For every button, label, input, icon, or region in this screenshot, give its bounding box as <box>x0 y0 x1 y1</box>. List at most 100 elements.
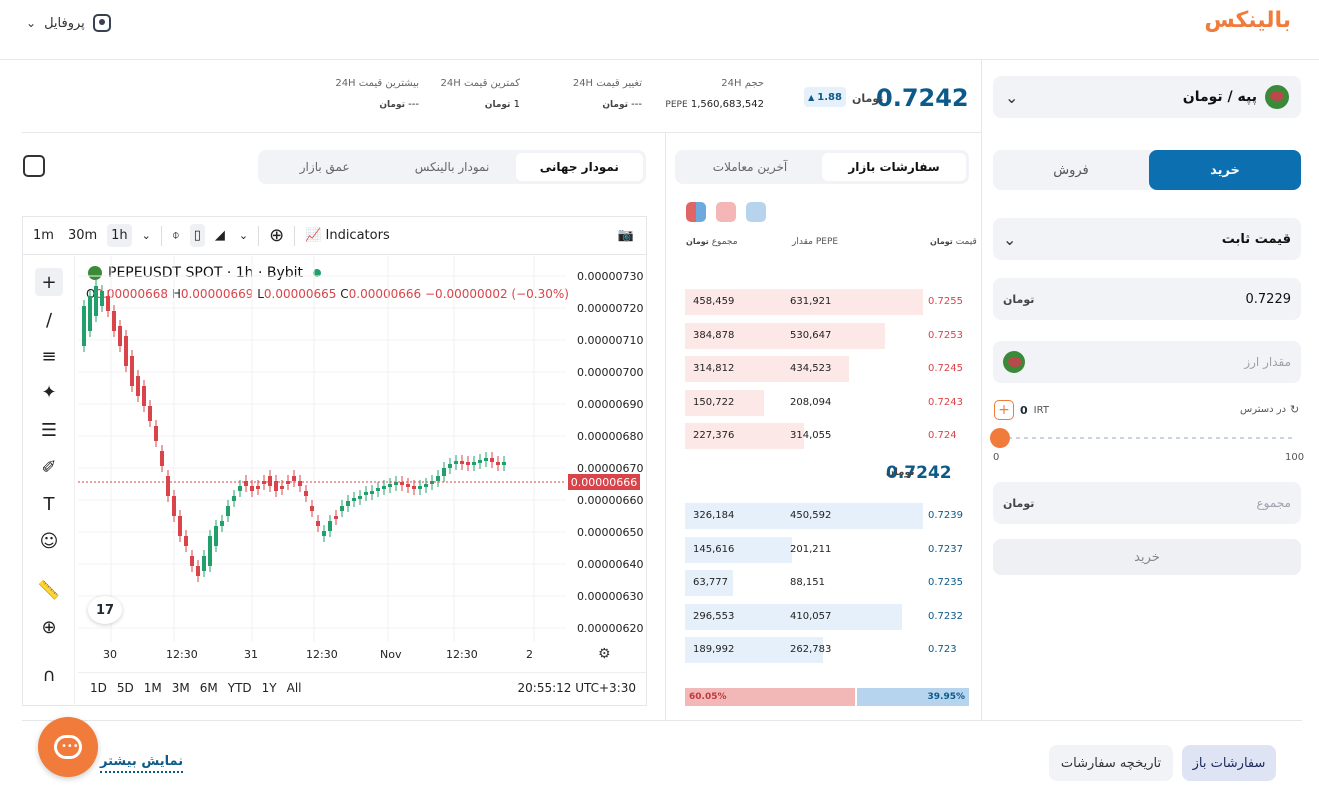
candle-body <box>292 476 296 481</box>
balinex-logo[interactable]: بالینکس <box>1204 8 1291 33</box>
fib-icon[interactable]: ☰ <box>40 419 58 441</box>
candles-style-icon[interactable]: ▯ <box>189 224 205 247</box>
candle-body <box>172 496 176 516</box>
ask-price: 0.7243 <box>928 396 963 408</box>
amount-slider-track[interactable] <box>1000 437 1294 439</box>
candle-body <box>100 291 104 306</box>
ask-total: 314,812 <box>693 363 735 374</box>
orderbook-bids-icon[interactable] <box>746 202 766 222</box>
sell-ratio: 60.05% <box>685 688 855 706</box>
ask-row[interactable]: 384,878 530,647 0.7253 <box>685 322 969 349</box>
bid-row[interactable]: 189,992 262,783 0.723 <box>685 637 969 663</box>
camera-icon[interactable]: 📷 <box>617 228 634 243</box>
tab-balinex-chart[interactable]: نمودار بالینکس <box>414 160 490 174</box>
settings-gear-icon[interactable]: ⚙ <box>598 646 611 662</box>
range-3m[interactable]: 3M <box>171 680 190 695</box>
chart-style-dropdown-icon[interactable]: ⌄ <box>238 229 249 242</box>
sell-tab[interactable]: فروش <box>1053 162 1089 178</box>
emoji-icon[interactable]: ☺ <box>39 530 59 552</box>
candle-body <box>388 484 392 487</box>
candle-body <box>274 481 278 491</box>
interval-dropdown-icon[interactable]: ⌄ <box>141 229 151 242</box>
deposit-plus-button[interactable]: + <box>994 400 1014 420</box>
bid-row[interactable]: 145,616 201,211 0.7237 <box>685 536 969 563</box>
candle-body <box>208 536 212 566</box>
indicators-button[interactable]: 📈 Indicators <box>305 228 390 243</box>
candle-body <box>412 486 416 489</box>
amount-input[interactable]: مقدار ارز <box>993 341 1301 383</box>
text-icon[interactable]: T <box>43 493 55 515</box>
ask-row[interactable]: 150,722 208,094 0.7243 <box>685 389 969 416</box>
slider-max-label: 100 <box>1285 452 1305 463</box>
refresh-icon[interactable]: ↻ <box>1290 403 1300 416</box>
expand-icon[interactable] <box>23 155 45 177</box>
buy-tab[interactable]: خرید <box>1149 150 1301 190</box>
submit-buy-button[interactable]: خرید <box>993 539 1301 575</box>
trendline-icon[interactable]: ∕ <box>45 309 53 331</box>
bid-row[interactable]: 63,777 88,151 0.7235 <box>685 570 969 596</box>
bid-row[interactable]: 296,553 410,057 0.7232 <box>685 603 969 630</box>
profile-menu[interactable]: پروفایل ⌄ <box>26 14 111 32</box>
y-axis-tick: 0.00000620 <box>577 622 644 635</box>
range-5d[interactable]: 5D <box>116 680 134 695</box>
range-6m[interactable]: 6M <box>199 680 218 695</box>
bid-row[interactable]: 326,184 450,592 0.7239 <box>685 503 969 529</box>
range-all[interactable]: All <box>286 680 302 695</box>
candle-body <box>328 521 332 531</box>
crosshair-icon[interactable]: + <box>35 268 63 296</box>
range-1y[interactable]: 1Y <box>261 680 277 695</box>
interval-1h[interactable]: 1h <box>107 224 132 247</box>
price-input[interactable]: 0.7229 تومان <box>993 278 1301 320</box>
candle-body <box>82 306 86 346</box>
ask-price: 0.7253 <box>928 329 963 341</box>
magnet-icon[interactable]: ∩ <box>42 664 56 686</box>
interval-1m[interactable]: 1m <box>33 228 54 243</box>
horizontal-lines-icon[interactable]: ≡ <box>41 345 57 367</box>
tradingview-logo[interactable]: 17 <box>88 596 122 624</box>
stat-high-24h: بیشترین قیمت 24H --- تومان <box>335 78 419 110</box>
range-1d[interactable]: 1D <box>90 680 107 695</box>
range-1m[interactable]: 1M <box>143 680 162 695</box>
ruler-icon[interactable]: 📏 <box>37 579 61 601</box>
chart-clock[interactable]: 20:55:12 UTC+3:30 <box>517 680 637 695</box>
chart-toolbar: 1m 30m 1h ⌄ ⌽ ▯ ◢ ⌄ ⊕ 📈 Indicators 📷 <box>23 217 646 255</box>
ask-depth-bar <box>685 289 923 315</box>
pair-selector[interactable]: پپه / تومان ⌄ <box>993 76 1301 118</box>
candle-body <box>244 481 248 486</box>
support-chat-button[interactable]: ••• <box>38 717 98 777</box>
bid-total: 326,184 <box>693 510 735 521</box>
ask-row[interactable]: 314,812 434,523 0.7245 <box>685 356 969 382</box>
interval-30m[interactable]: 30m <box>67 228 98 243</box>
orderbook-asks-icon[interactable] <box>716 202 736 222</box>
total-input[interactable]: مجموع تومان <box>993 482 1301 524</box>
compare-plus-icon[interactable]: ⊕ <box>269 225 285 246</box>
brush-icon[interactable]: ✐ <box>41 456 57 478</box>
candlestick-plot[interactable] <box>78 256 566 642</box>
ask-price: 0.7245 <box>928 363 963 374</box>
pattern-icon[interactable]: ✦ <box>41 381 57 403</box>
amount-placeholder: مقدار ارز <box>1244 355 1291 369</box>
tab-recent-trades[interactable]: آخرین معاملات <box>712 160 788 174</box>
area-style-icon[interactable]: ◢ <box>214 228 225 243</box>
candle-body <box>448 464 452 468</box>
order-type-select[interactable]: قیمت ثابت ⌄ <box>993 218 1301 260</box>
y-axis-tick: 0.00000720 <box>577 302 644 315</box>
ask-row[interactable]: 458,459 631,921 0.7255 <box>685 289 969 315</box>
bars-style-icon[interactable]: ⌽ <box>171 228 180 243</box>
candle-body <box>130 356 134 386</box>
order-history-button[interactable]: تاریخچه سفارشات <box>1049 745 1173 781</box>
tab-global-chart[interactable]: نمودار جهانی <box>515 153 643 181</box>
orderbook-both-icon[interactable] <box>686 202 706 222</box>
tab-market-depth[interactable]: عمق بازار <box>299 160 350 174</box>
bid-total: 189,992 <box>693 644 735 655</box>
ask-amount: 208,094 <box>790 396 832 408</box>
show-more-link[interactable]: نمایش بیشتر <box>100 754 184 773</box>
amount-slider-handle[interactable] <box>990 428 1010 448</box>
range-ytd[interactable]: YTD <box>227 680 252 695</box>
tab-market-orders[interactable]: سفارشات بازار <box>822 153 966 181</box>
zoom-icon[interactable]: ⊕ <box>41 616 57 638</box>
ask-row[interactable]: 227,376 314,055 0.724 <box>685 423 969 449</box>
chart-tabs: نمودار جهانی نمودار بالینکس عمق بازار <box>258 150 646 184</box>
open-orders-button[interactable]: سفارشات باز <box>1182 745 1276 781</box>
candle-body <box>226 506 230 516</box>
